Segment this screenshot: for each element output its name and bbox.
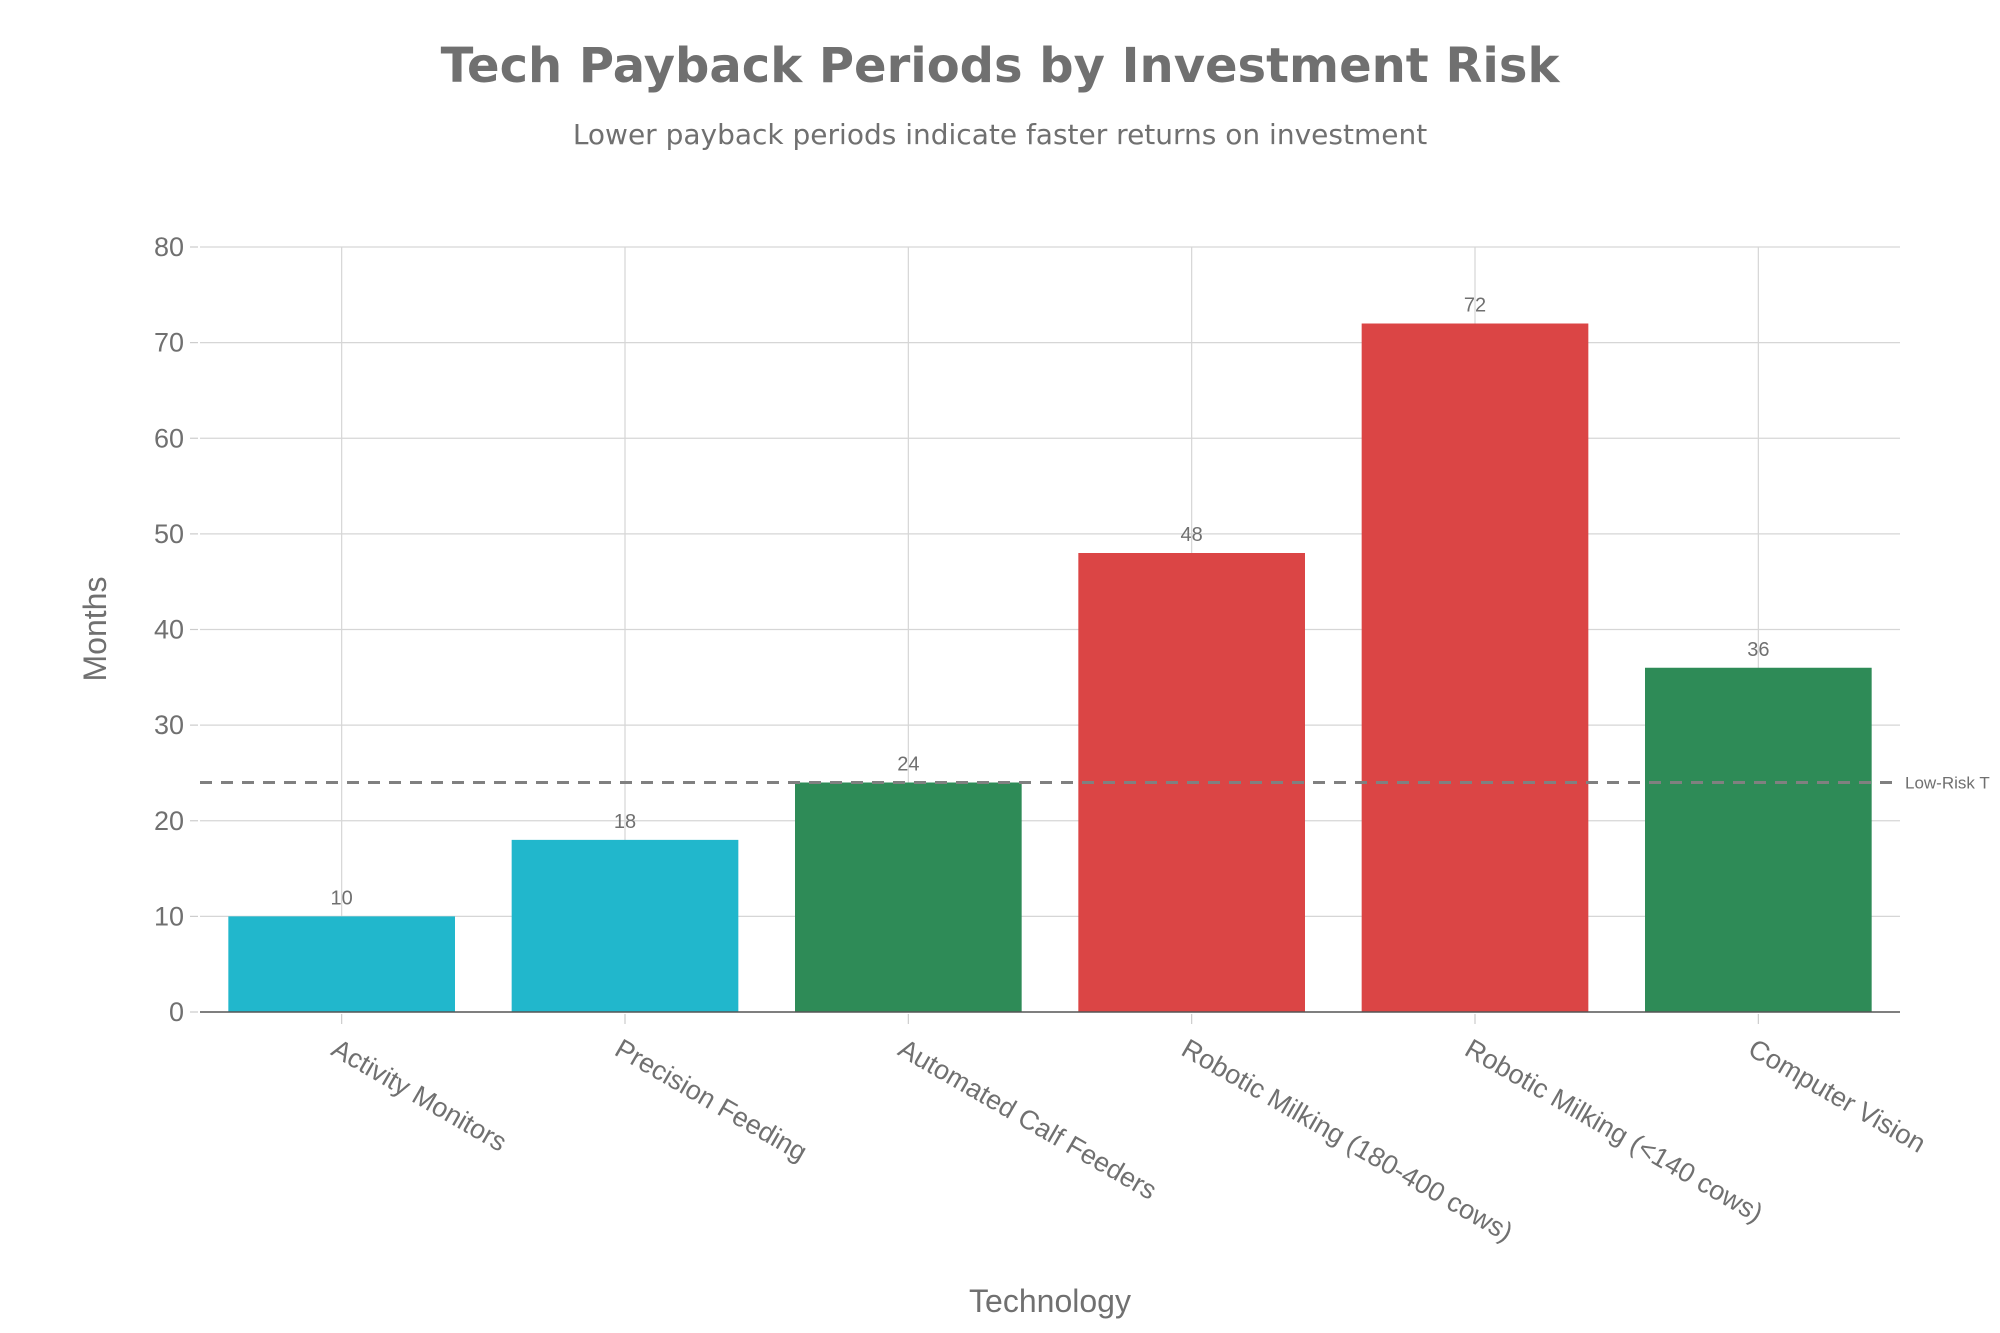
x-tick-label: Robotic Milking (<140 cows): [1460, 1033, 1768, 1228]
bar: [511, 839, 739, 1012]
x-tick-label: Robotic Milking (180-400 cows): [1177, 1033, 1518, 1247]
reference-line-group: Low-Risk T: [200, 774, 1990, 793]
y-tick-label: 20: [154, 806, 184, 836]
bar: [795, 782, 1022, 1012]
bar: [1645, 667, 1872, 1012]
bar-value-label: 36: [1747, 639, 1769, 661]
x-tick-label: Automated Calf Feeders: [893, 1033, 1161, 1205]
y-tick-label: 30: [154, 710, 184, 740]
x-tick-label: Activity Monitors: [327, 1033, 512, 1157]
x-axis-ticks: Activity Monitors Precision Feeding Automa…: [327, 1014, 1931, 1248]
x-tick-label: Computer Vision: [1743, 1033, 1930, 1159]
bar: [1361, 323, 1589, 1012]
chart-subtitle: Lower payback periods indicate faster re…: [572, 118, 1428, 151]
y-axis-title: Months: [77, 577, 113, 682]
bars: [228, 323, 1872, 1012]
reference-line-label: Low-Risk T: [1905, 774, 1990, 793]
x-axis-title: Technology: [969, 1283, 1131, 1319]
y-tick-label: 0: [169, 997, 184, 1027]
bar: [228, 916, 455, 1012]
bar-value-label: 10: [331, 887, 353, 909]
y-tick-label: 50: [154, 519, 184, 549]
bar-value-label: 72: [1464, 295, 1486, 317]
x-tick-label: Precision Feeding: [610, 1033, 812, 1167]
bar-value-label: 24: [897, 754, 919, 776]
y-tick-label: 70: [154, 328, 184, 358]
y-tick-label: 60: [154, 423, 184, 453]
bar-value-label: 18: [614, 811, 636, 833]
bar-value-label: 48: [1181, 524, 1203, 546]
chart-title: Tech Payback Periods by Investment Risk: [440, 38, 1560, 94]
y-tick-label: 80: [154, 232, 184, 262]
data-labels: 10 18 24 48 72 36: [331, 295, 1770, 910]
y-axis-ticks: 0 10 20 30 40 50 60 70 80: [154, 232, 198, 1027]
y-tick-label: 40: [154, 615, 184, 645]
y-tick-label: 10: [154, 901, 184, 931]
